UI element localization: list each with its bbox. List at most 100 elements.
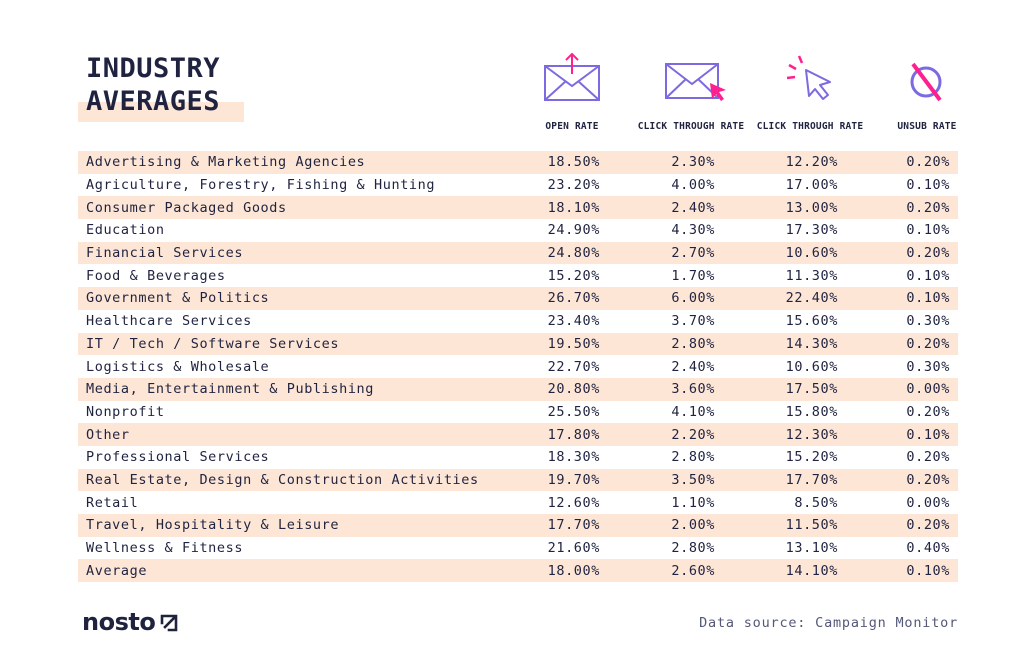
click-through-rate-2-value: 12.30% [785, 426, 838, 443]
click-through-rate-2-value: 12.20% [785, 154, 838, 171]
unsub-rate-value: 0.10% [906, 426, 950, 443]
click-through-rate-2-value: 11.30% [785, 267, 838, 284]
industry-name: Logistics & Wholesale [86, 358, 270, 375]
open-rate-value: 22.70% [547, 358, 600, 375]
click-through-rate-value: 2.60% [671, 562, 715, 579]
click-through-rate-value: 2.80% [671, 540, 715, 557]
click-through-rate-value: 3.60% [671, 381, 715, 398]
col-header-unsub-rate: UNSUB RATE [897, 121, 957, 132]
unsub-rate-value: 0.20% [906, 245, 950, 262]
table-row: Wellness & Fitness 21.60% 2.80% 13.10% 0.40% [78, 537, 958, 560]
click-through-rate-value: 3.70% [671, 313, 715, 330]
industry-name: Government & Politics [86, 290, 270, 307]
industry-name: Travel, Hospitality & Leisure [86, 517, 340, 534]
open-rate-value: 19.70% [547, 471, 600, 488]
envelope-cursor-icon [665, 63, 726, 101]
industry-name: Agriculture, Forestry, Fishing & Hunting [86, 177, 436, 194]
open-rate-value: 26.70% [547, 290, 600, 307]
open-rate-value: 15.20% [547, 267, 600, 284]
unsubscribe-prohibited-icon [910, 62, 942, 102]
col-header-click-through-rate-2: CLICK THROUGH RATE [756, 121, 864, 132]
click-through-rate-value: 2.80% [671, 335, 715, 352]
click-through-rate-value: 4.00% [671, 177, 715, 194]
table-row: Agriculture, Forestry, Fishing & Hunting… [78, 174, 958, 197]
click-through-rate-2-value: 10.60% [785, 358, 838, 375]
open-rate-value: 24.80% [547, 245, 600, 262]
open-rate-value: 23.40% [547, 313, 600, 330]
unsub-rate-value: 0.30% [906, 313, 950, 330]
unsub-rate-value: 0.10% [906, 290, 950, 307]
table-row: Other 17.80% 2.20% 12.30% 0.10% [78, 423, 958, 446]
industry-name: Financial Services [86, 245, 244, 262]
click-through-rate-value: 4.30% [671, 222, 715, 239]
unsub-rate-value: 0.20% [906, 335, 950, 352]
table-row: Advertising & Marketing Agencies 18.50% 2.… [78, 151, 958, 174]
click-through-rate-2-value: 15.80% [785, 403, 838, 420]
industry-name: IT / Tech / Software Services [86, 335, 340, 352]
click-through-rate-value: 2.40% [671, 358, 715, 375]
table-row: Financial Services 24.80% 2.70% 10.60% 0.20% [78, 241, 958, 265]
click-through-rate-value: 1.10% [671, 494, 715, 511]
unsub-rate-value: 0.10% [906, 177, 950, 194]
unsub-rate-value: 0.20% [906, 471, 950, 488]
click-through-rate-2-value: 14.10% [785, 562, 838, 579]
open-rate-value: 25.50% [547, 403, 600, 420]
table-row: Consumer Packaged Goods 18.10% 2.40% 13.00%… [78, 196, 958, 220]
page-title: INDUSTRY AVERAGES [78, 52, 244, 122]
click-through-rate-value: 2.20% [671, 426, 715, 443]
click-through-rate-2-value: 10.60% [785, 245, 838, 262]
industry-name: Healthcare Services [86, 313, 252, 330]
open-rate-value: 21.60% [547, 540, 600, 557]
unsub-rate-value: 0.00% [906, 381, 950, 398]
click-through-rate-value: 2.40% [671, 199, 715, 216]
click-through-rate-value: 3.50% [671, 471, 715, 488]
col-header-open-rate: OPEN RATE [545, 121, 599, 132]
open-rate-value: 12.60% [547, 494, 600, 511]
open-rate-value: 18.00% [547, 562, 600, 579]
unsub-rate-value: 0.10% [906, 562, 950, 579]
click-through-rate-2-value: 17.50% [785, 381, 838, 398]
open-rate-value: 20.80% [547, 381, 600, 398]
unsub-rate-value: 0.30% [906, 358, 950, 375]
open-rate-value: 23.20% [547, 177, 600, 194]
table-row: Healthcare Services 23.40% 3.70% 15.60% 0.30… [78, 310, 958, 333]
click-through-rate-2-value: 17.30% [785, 222, 838, 239]
industry-name: Average [86, 562, 148, 579]
click-through-rate-2-value: 13.10% [785, 540, 838, 557]
click-through-rate-value: 2.80% [671, 449, 715, 466]
table-row: Retail 12.60% 1.10% 8.50% 0.00% [78, 491, 958, 514]
table-row: IT / Tech / Software Services 19.50% 2.80%… [78, 332, 958, 356]
table-row: Nonprofit 25.50% 4.10% 15.80% 0.20% [78, 401, 958, 424]
logo-text: nosto [82, 608, 156, 636]
unsub-rate-value: 0.00% [906, 494, 950, 511]
industry-name: Real Estate, Design & Construction Activ… [86, 471, 479, 488]
table-row: Average 18.00% 2.60% 14.10% 0.10% [78, 559, 958, 583]
unsub-rate-value: 0.20% [906, 154, 950, 171]
click-through-rate-value: 2.00% [671, 517, 715, 534]
industry-name: Wellness & Fitness [86, 540, 244, 557]
title-line-1: INDUSTRY [86, 53, 221, 84]
open-rate-value: 18.30% [547, 449, 600, 466]
unsub-rate-value: 0.20% [906, 199, 950, 216]
open-rate-value: 18.50% [547, 154, 600, 171]
unsub-rate-value: 0.20% [906, 403, 950, 420]
table-row: Travel, Hospitality & Leisure 17.70% 2.00%… [78, 514, 958, 537]
envelope-upload-icon [544, 52, 600, 101]
click-through-rate-2-value: 17.70% [785, 471, 838, 488]
click-through-rate-value: 2.70% [671, 245, 715, 262]
click-through-rate-2-value: 8.50% [794, 494, 838, 511]
table-row: Government & Politics 26.70% 6.00% 22.40% 0.… [78, 287, 958, 310]
table-row: Logistics & Wholesale 22.70% 2.40% 10.60% 0.… [78, 355, 958, 378]
open-rate-value: 19.50% [547, 335, 600, 352]
industry-name: Education [86, 222, 165, 239]
open-rate-value: 24.90% [547, 222, 600, 239]
click-through-rate-2-value: 15.60% [785, 313, 838, 330]
industry-name: Retail [86, 494, 139, 511]
unsub-rate-value: 0.10% [906, 267, 950, 284]
unsub-rate-value: 0.40% [906, 540, 950, 557]
table-row: Real Estate, Design & Construction Activ… [78, 468, 958, 492]
click-through-rate-2-value: 15.20% [785, 449, 838, 466]
click-through-rate-value: 2.30% [671, 154, 715, 171]
nosto-logo: nosto [82, 608, 179, 636]
table-row: Food & Beverages 15.20% 1.70% 11.30% 0.10% [78, 264, 958, 287]
